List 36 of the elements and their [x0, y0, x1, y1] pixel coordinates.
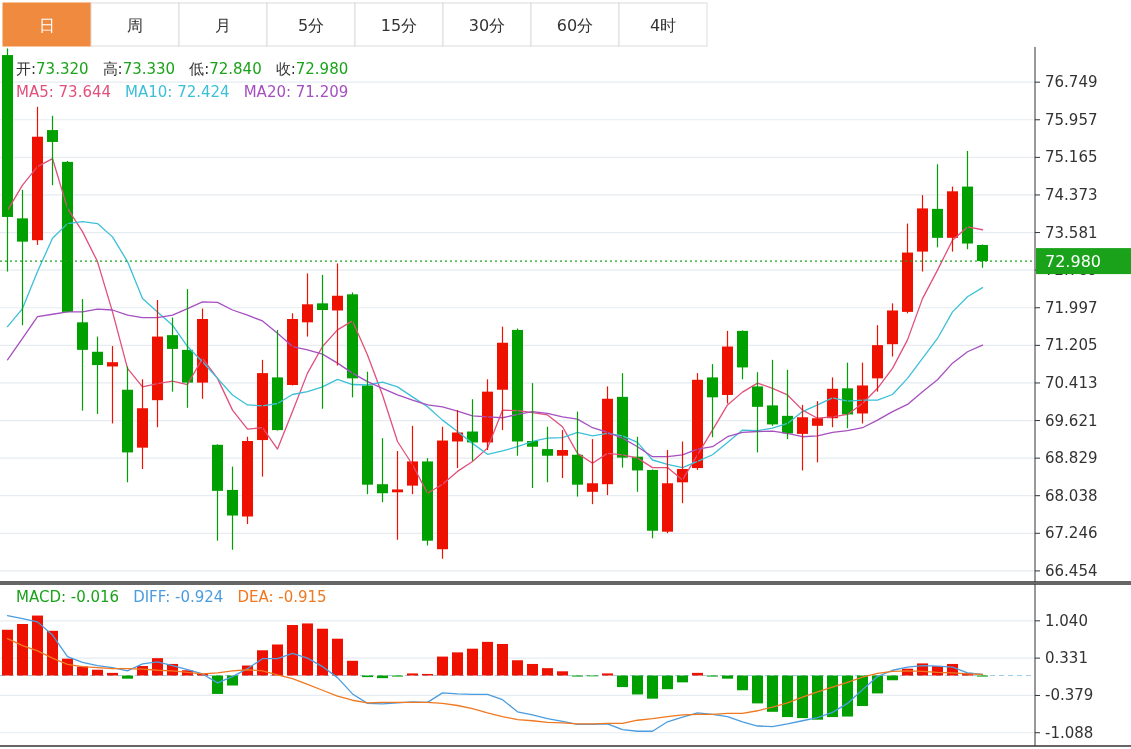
annotation: DEA: -0.915 — [237, 588, 327, 606]
text: 日 — [39, 16, 55, 35]
text: 5分 — [297, 16, 325, 35]
ref-line-label: 72.980 — [1045, 252, 1101, 272]
y-tick-label: 71.205 — [1045, 336, 1098, 355]
y-tick-label: 69.621 — [1045, 411, 1098, 430]
annotation: MACD: -0.016 — [16, 588, 120, 606]
y-tick-label: 67.246 — [1045, 524, 1098, 543]
text: 4时 — [649, 16, 677, 35]
y-tick-label: -0.379 — [1045, 686, 1094, 705]
text: 60分 — [556, 16, 594, 35]
annotation: MA5: 73.644 — [16, 83, 112, 101]
y-tick-label: 74.373 — [1045, 185, 1098, 204]
annotation: 开:73.320 — [16, 60, 89, 78]
annotation: DIFF: -0.924 — [133, 588, 224, 606]
y-tick-label: 76.749 — [1045, 73, 1098, 92]
annotation: MA10: 72.424 — [125, 83, 230, 101]
y-tick-label: 68.038 — [1045, 486, 1098, 505]
text: 月 — [215, 16, 231, 35]
text: 15分 — [380, 16, 418, 35]
y-tick-label: -1.088 — [1045, 723, 1094, 742]
text: 30分 — [468, 16, 506, 35]
y-tick-label: 75.165 — [1045, 148, 1098, 167]
y-tick-label: 68.829 — [1045, 449, 1098, 468]
y-tick-label: 0.331 — [1045, 649, 1088, 668]
annotation: 收:72.980 — [275, 60, 349, 78]
annotation: MA20: 71.209 — [243, 83, 349, 101]
annotation: 高:73.330 — [102, 60, 176, 78]
text: 周 — [127, 16, 143, 35]
y-tick-label: 1.040 — [1045, 611, 1088, 630]
y-tick-label: 66.454 — [1045, 561, 1098, 580]
y-tick-label: 71.997 — [1045, 298, 1098, 317]
y-tick-label: 70.413 — [1045, 373, 1098, 392]
y-tick-label: 75.957 — [1045, 110, 1098, 129]
annotation: 低:72.840 — [189, 60, 262, 78]
y-tick-label: 73.581 — [1045, 223, 1098, 242]
